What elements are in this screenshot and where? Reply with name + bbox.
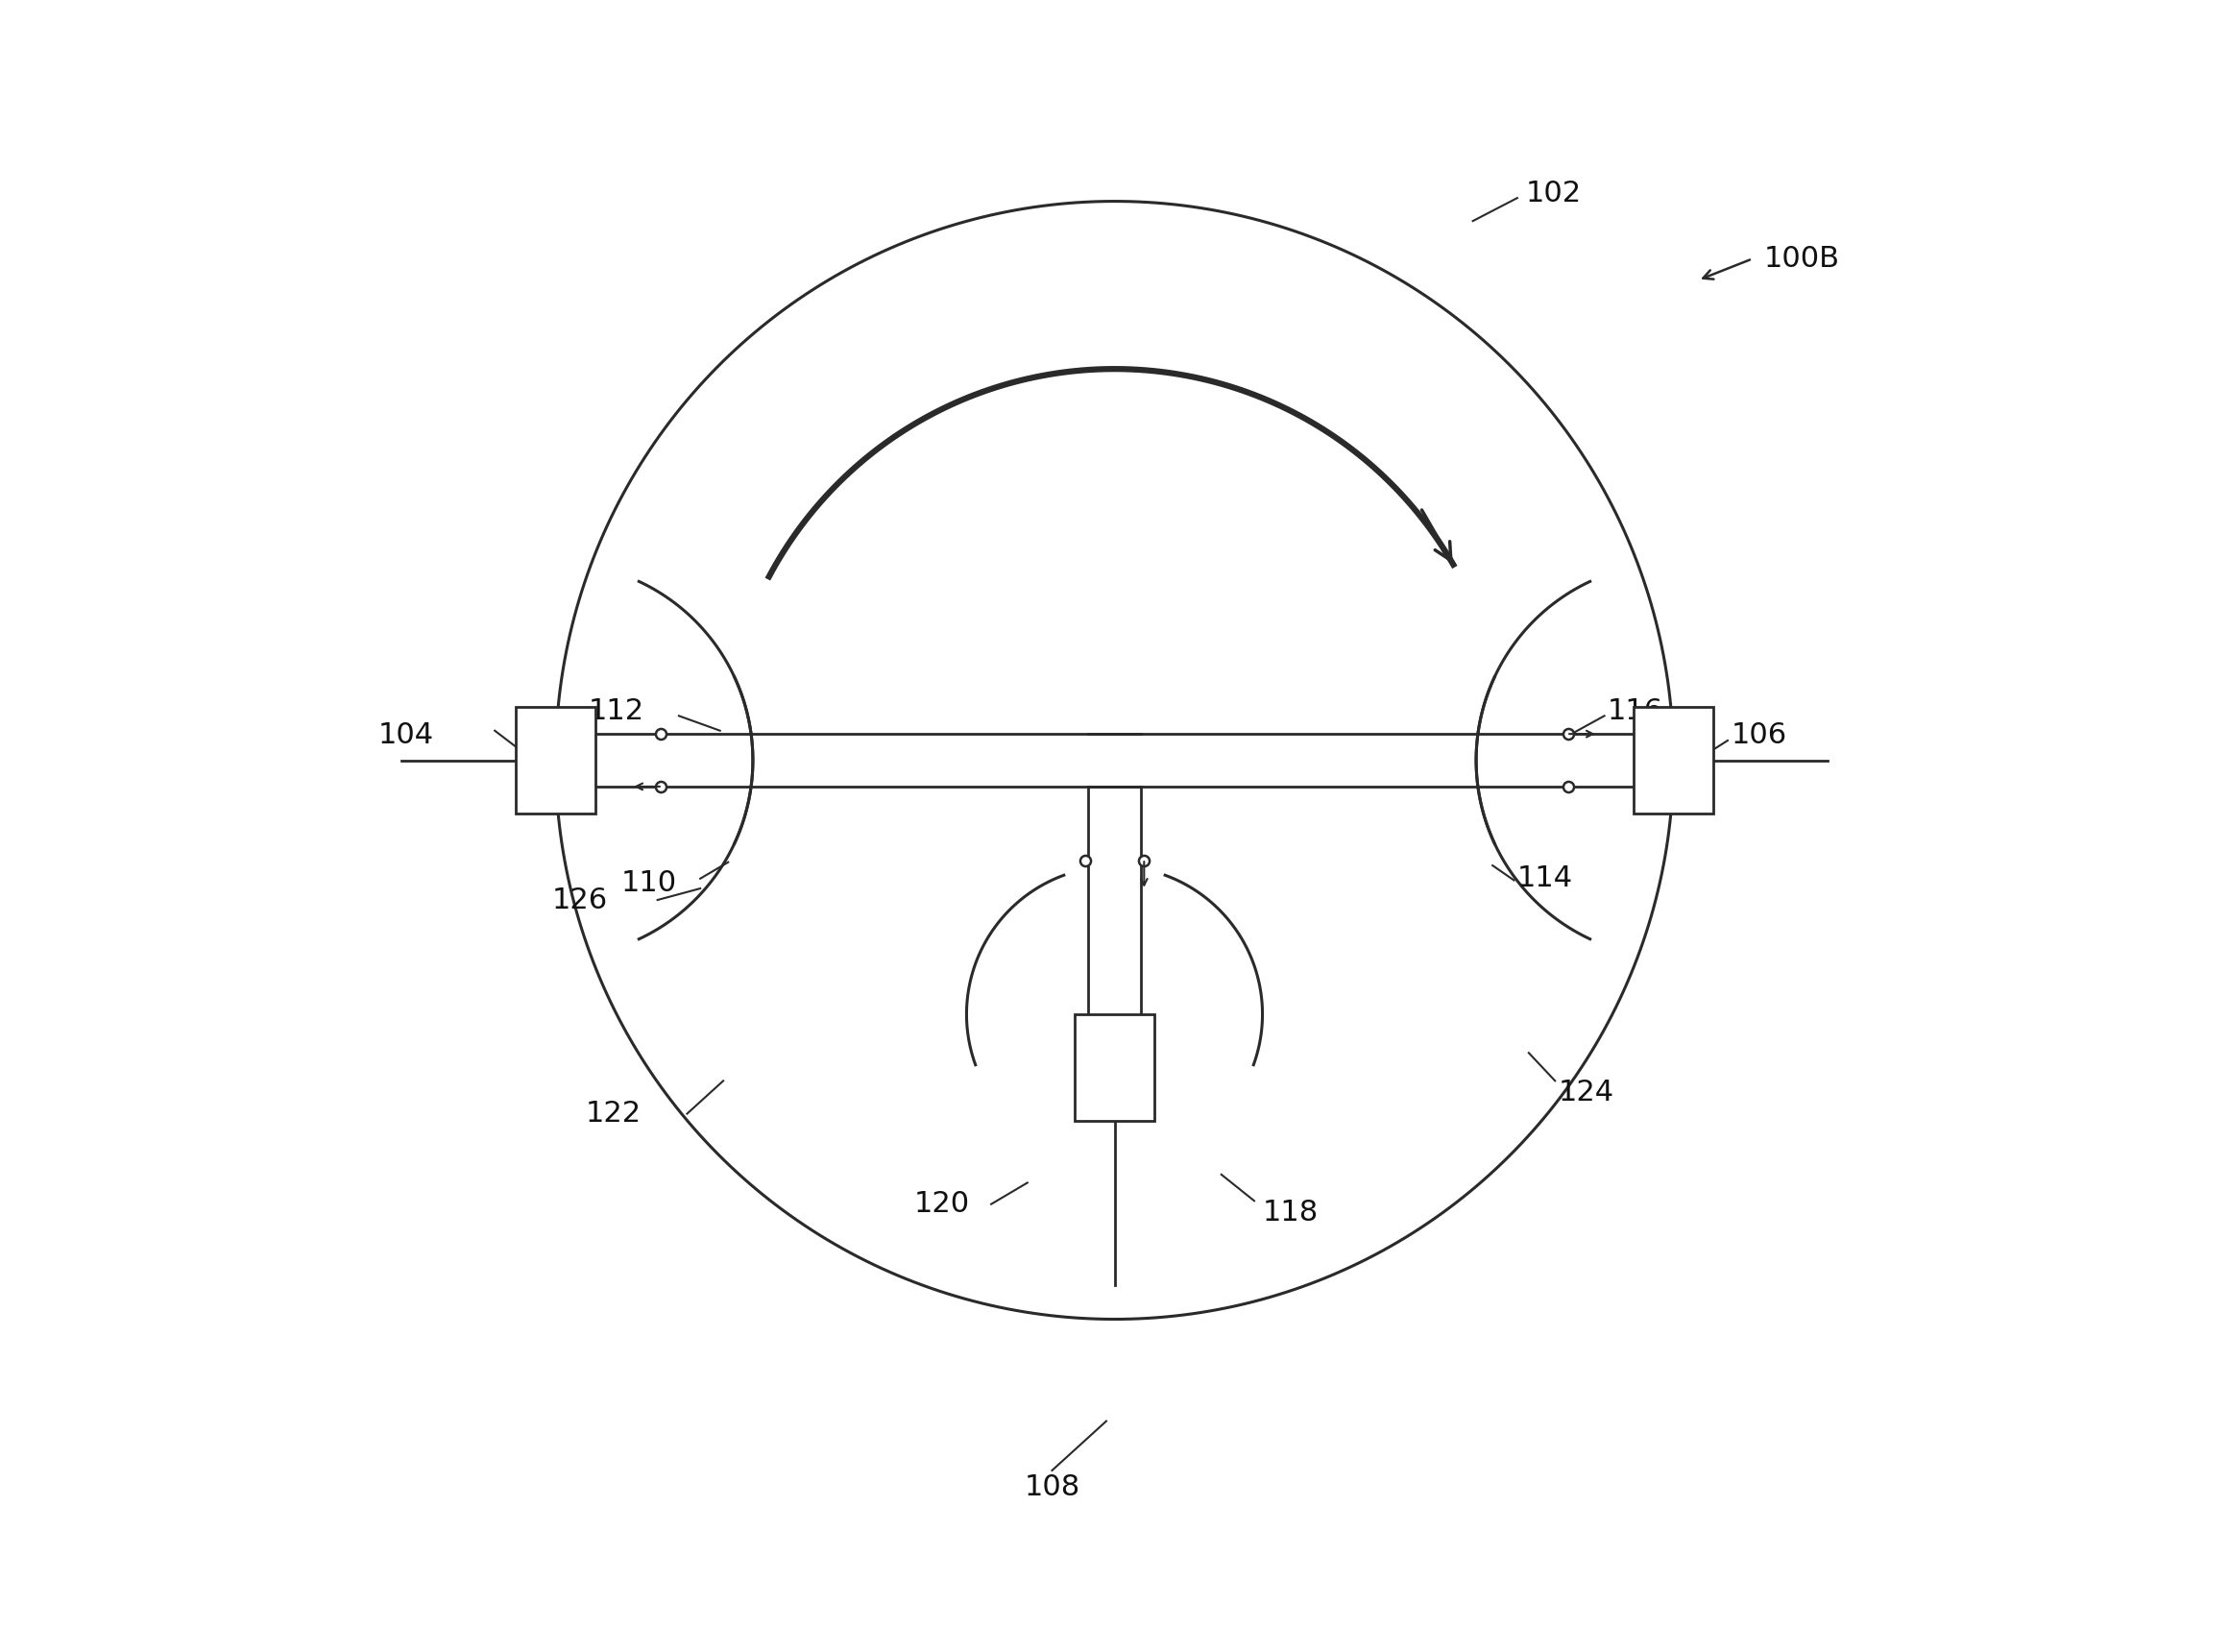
Text: 110: 110 [622, 869, 678, 897]
Text: 116: 116 [1607, 697, 1663, 725]
Text: 100B: 100B [1763, 244, 1839, 273]
Bar [1074, 1014, 1155, 1122]
Text: 112: 112 [588, 697, 644, 725]
Text: 120: 120 [914, 1189, 970, 1218]
Text: 102: 102 [1525, 178, 1580, 206]
Text: 126: 126 [553, 885, 609, 914]
Bar [1634, 707, 1712, 814]
Text: 104: 104 [379, 722, 435, 750]
Text: 124: 124 [1558, 1079, 1614, 1107]
Text: 114: 114 [1518, 864, 1574, 892]
Text: 108: 108 [1023, 1474, 1081, 1500]
Text: 122: 122 [586, 1100, 642, 1128]
Bar [517, 707, 595, 814]
Text: 106: 106 [1732, 722, 1788, 750]
Text: 118: 118 [1262, 1198, 1317, 1226]
